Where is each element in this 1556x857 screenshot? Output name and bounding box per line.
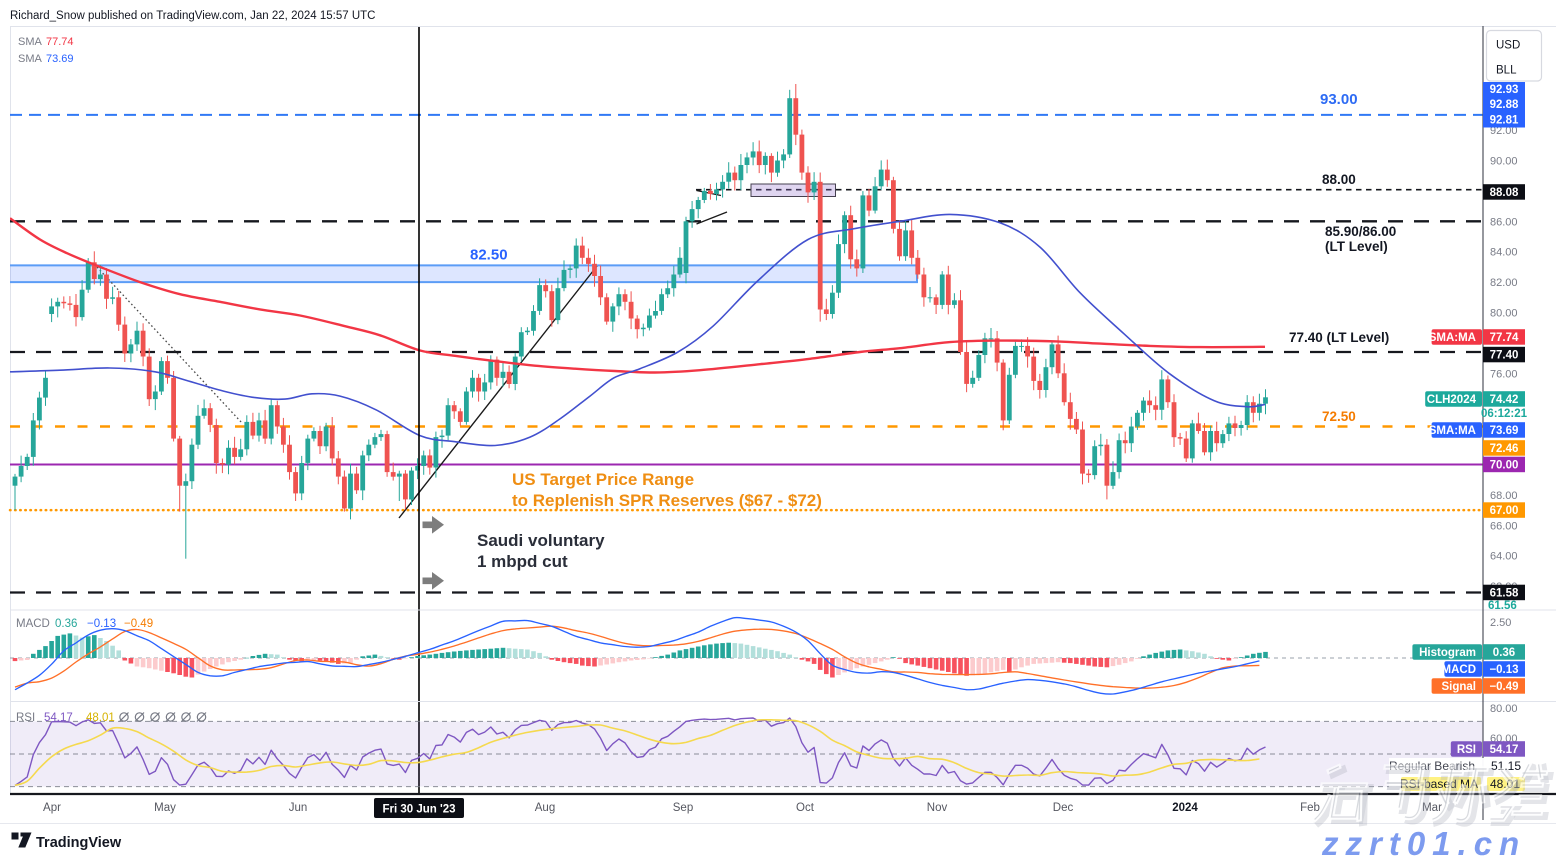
svg-text:Signal: Signal [1441,681,1476,693]
svg-text:66.00: 66.00 [1490,520,1518,532]
svg-text:2024: 2024 [1172,802,1198,814]
svg-text:77.74: 77.74 [46,36,74,48]
svg-text:72.46: 72.46 [1490,443,1519,455]
svg-text:85.90/86.00: 85.90/86.00 [1325,224,1396,239]
svg-text:73.69: 73.69 [46,53,74,65]
svg-text:0.36: 0.36 [1493,647,1515,659]
svg-text:−0.13: −0.13 [1489,664,1518,676]
svg-text:74.42: 74.42 [1490,394,1519,406]
svg-text:61.56: 61.56 [1488,600,1517,612]
svg-text:Nov: Nov [927,802,948,814]
svg-text:−0.49: −0.49 [1489,681,1518,693]
svg-text:90.00: 90.00 [1490,156,1518,168]
svg-text:51.15: 51.15 [1491,759,1521,773]
svg-text:CLH2024: CLH2024 [1427,394,1477,406]
svg-text:Apr: Apr [43,802,61,814]
svg-text:Aug: Aug [535,802,555,814]
svg-text:SMA:MA: SMA:MA [1429,425,1476,437]
svg-text:88.00: 88.00 [1322,172,1356,187]
svg-text:77.40 (LT Level): 77.40 (LT Level) [1289,330,1389,345]
svg-text:SMA:MA: SMA:MA [1429,332,1476,344]
svg-text:64.00: 64.00 [1490,551,1518,563]
svg-text:77.74: 77.74 [1490,332,1519,344]
svg-text:RSI: RSI [1457,744,1476,756]
svg-text:82.50: 82.50 [470,246,508,263]
svg-text:MACD: MACD [1442,664,1477,676]
svg-text:MACD: MACD [16,618,50,630]
svg-text:54.17: 54.17 [1490,744,1519,756]
svg-text:US Target Price Range: US Target Price Range [512,470,694,489]
svg-text:Jun: Jun [289,802,308,814]
svg-text:Mar: Mar [1422,802,1442,814]
svg-text:54.17: 54.17 [44,712,73,724]
svg-text:92.93: 92.93 [1490,84,1519,96]
svg-text:92.81: 92.81 [1490,115,1519,127]
svg-text:86.00: 86.00 [1490,216,1518,228]
svg-text:92.88: 92.88 [1490,99,1519,111]
svg-text:77.40: 77.40 [1490,350,1519,362]
svg-text:73.69: 73.69 [1490,425,1519,437]
svg-text:72.50: 72.50 [1322,409,1356,424]
svg-text:1 mbpd cut: 1 mbpd cut [477,552,568,571]
svg-text:USD: USD [1496,40,1520,52]
svg-text:80.00: 80.00 [1490,703,1518,715]
svg-text:zzrt01.cn: zzrt01.cn [1321,825,1526,857]
svg-text:2.50: 2.50 [1490,617,1511,629]
svg-text:06:12:21: 06:12:21 [1481,408,1528,420]
svg-text:93.00: 93.00 [1320,91,1358,108]
svg-text:Sep: Sep [673,802,693,814]
svg-text:BLL: BLL [1496,65,1517,77]
svg-text:Oct: Oct [796,802,815,814]
svg-text:84.00: 84.00 [1490,247,1518,259]
svg-text:Histogram: Histogram [1419,647,1476,659]
svg-text:Dec: Dec [1053,802,1074,814]
svg-text:76.00: 76.00 [1490,368,1518,380]
svg-text:88.08: 88.08 [1490,187,1519,199]
svg-text:TradingView: TradingView [36,835,122,851]
svg-text:−0.13: −0.13 [87,618,116,630]
svg-text:May: May [154,802,176,814]
svg-text:80.00: 80.00 [1490,308,1518,320]
svg-text:to Replenish SPR Reserves ($67: to Replenish SPR Reserves ($67 - $72) [512,491,822,510]
svg-text:0.36: 0.36 [55,618,77,630]
svg-text:Richard_Snow published on Trad: Richard_Snow published on TradingView.co… [10,10,375,22]
svg-text:(LT Level): (LT Level) [1325,239,1388,254]
svg-text:SMA: SMA [18,36,43,48]
svg-text:67.00: 67.00 [1490,505,1519,517]
svg-text:68.00: 68.00 [1490,490,1518,502]
svg-text:RSI: RSI [16,712,35,724]
svg-text:Saudi voluntary: Saudi voluntary [477,531,605,550]
svg-text:−0.49: −0.49 [124,618,153,630]
svg-text:SMA: SMA [18,53,43,65]
svg-text:48.01: 48.01 [86,712,115,724]
svg-text:70.00: 70.00 [1490,460,1519,472]
svg-text:92.00: 92.00 [1490,125,1518,137]
svg-text:Fri 30 Jun '23: Fri 30 Jun '23 [382,804,455,816]
svg-text:61.58: 61.58 [1490,588,1519,600]
svg-text:82.00: 82.00 [1490,277,1518,289]
svg-text:Feb: Feb [1300,802,1320,814]
